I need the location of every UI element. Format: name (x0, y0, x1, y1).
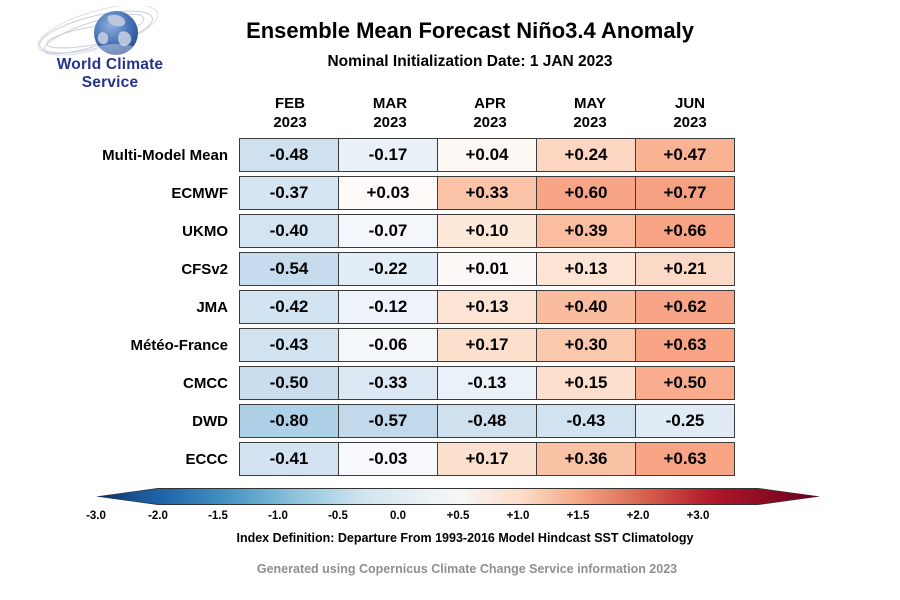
value-cell: -0.22 (338, 252, 438, 286)
value-cell: -0.33 (338, 366, 438, 400)
colorbar-gradient (96, 488, 820, 505)
value-cell: +0.77 (635, 176, 735, 210)
value-cell: +0.13 (437, 290, 537, 324)
value-cell: +0.01 (437, 252, 537, 286)
value-cell: -0.13 (437, 366, 537, 400)
colorbar-tick: -1.5 (208, 510, 228, 522)
index-definition-caption: Index Definition: Departure From 1993-20… (236, 531, 694, 545)
globe-icon (37, 4, 159, 56)
column-header-mar: MAR 2023 (372, 95, 408, 131)
value-cell: -0.07 (338, 214, 438, 248)
colorbar-tick: -2.0 (148, 510, 168, 522)
value-cell: -0.37 (239, 176, 339, 210)
value-cell: +0.47 (635, 138, 735, 172)
model-label: UKMO (182, 222, 228, 240)
value-cell: -0.48 (437, 404, 537, 438)
column-header-may: MAY 2023 (573, 95, 607, 131)
value-cell: +0.17 (437, 328, 537, 362)
value-cell: +0.17 (437, 442, 537, 476)
value-cell: +0.40 (536, 290, 636, 324)
value-cell: +0.30 (536, 328, 636, 362)
value-cell: -0.06 (338, 328, 438, 362)
colorbar: -3.0 -2.0 -1.5 -1.0 -0.5 0.0 +0.5 +1.0 +… (86, 488, 820, 530)
table-row-ecmwf: ECMWF -0.37 +0.03 +0.33 +0.60 +0.77 (30, 176, 740, 210)
page-subtitle: Nominal Initialization Date: 1 JAN 2023 (327, 53, 613, 70)
page-title: Ensemble Mean Forecast Niño3.4 Anomaly (246, 18, 694, 43)
value-cell: -0.43 (239, 328, 339, 362)
anomaly-table: Multi-Model Mean -0.48 -0.17 +0.04 +0.24… (30, 138, 740, 480)
table-row-multi-model-mean: Multi-Model Mean -0.48 -0.17 +0.04 +0.24… (30, 138, 740, 172)
value-cell: +0.03 (338, 176, 438, 210)
colorbar-tick: +1.5 (566, 510, 590, 522)
colorbar-tick: 0.0 (390, 510, 406, 522)
value-cell: +0.63 (635, 328, 735, 362)
value-cell: -0.43 (536, 404, 636, 438)
colorbar-tick: +1.0 (506, 510, 530, 522)
model-label: DWD (192, 412, 228, 430)
column-header-apr: APR 2023 (473, 95, 507, 131)
table-row-cfsv2: CFSv2 -0.54 -0.22 +0.01 +0.13 +0.21 (30, 252, 740, 286)
value-cell: -0.12 (338, 290, 438, 324)
model-label: CMCC (183, 374, 228, 392)
table-row-jma: JMA -0.42 -0.12 +0.13 +0.40 +0.62 (30, 290, 740, 324)
value-cell: +0.21 (635, 252, 735, 286)
value-cell: +0.63 (635, 442, 735, 476)
colorbar-tick: -3.0 (86, 510, 106, 522)
value-cell: +0.62 (635, 290, 735, 324)
model-label: Multi-Model Mean (102, 146, 228, 164)
title-band: Ensemble Mean Forecast Niño3.4 Anomaly N… (40, 18, 900, 71)
model-label: JMA (196, 298, 228, 316)
column-header-feb: FEB 2023 (273, 95, 307, 131)
table-row-dwd: DWD -0.80 -0.57 -0.48 -0.43 -0.25 (30, 404, 740, 438)
value-cell: +0.36 (536, 442, 636, 476)
value-cell: -0.80 (239, 404, 339, 438)
value-cell: -0.54 (239, 252, 339, 286)
table-row-ukmo: UKMO -0.40 -0.07 +0.10 +0.39 +0.66 (30, 214, 740, 248)
colorbar-tick: +2.0 (626, 510, 650, 522)
model-label: Météo-France (130, 336, 228, 354)
value-cell: +0.39 (536, 214, 636, 248)
logo-text: World Climate Service (56, 56, 164, 91)
value-cell: -0.57 (338, 404, 438, 438)
model-label: ECMWF (171, 184, 228, 202)
table-row-eccc: ECCC -0.41 -0.03 +0.17 +0.36 +0.63 (30, 442, 740, 476)
value-cell: -0.48 (239, 138, 339, 172)
value-cell: +0.60 (536, 176, 636, 210)
value-cell: -0.17 (338, 138, 438, 172)
colorbar-tick: +0.5 (446, 510, 470, 522)
column-headers: FEB 2023 MAR 2023 APR 2023 MAY 2023 JUN … (240, 94, 740, 132)
value-cell: -0.42 (239, 290, 339, 324)
colorbar-tick: +3.0 (686, 510, 710, 522)
value-cell: +0.13 (536, 252, 636, 286)
value-cell: -0.50 (239, 366, 339, 400)
model-label: CFSv2 (181, 260, 228, 278)
value-cell: +0.04 (437, 138, 537, 172)
value-cell: +0.33 (437, 176, 537, 210)
colorbar-tick: -1.0 (268, 510, 288, 522)
table-row-meteo-france: Météo-France -0.43 -0.06 +0.17 +0.30 +0.… (30, 328, 740, 362)
copernicus-credit: Generated using Copernicus Climate Chang… (256, 562, 678, 576)
colorbar-tick: -0.5 (328, 510, 348, 522)
value-cell: +0.66 (635, 214, 735, 248)
value-cell: -0.25 (635, 404, 735, 438)
value-cell: +0.10 (437, 214, 537, 248)
value-cell: +0.24 (536, 138, 636, 172)
value-cell: -0.03 (338, 442, 438, 476)
wcs-logo: World Climate Service (24, 4, 194, 91)
value-cell: +0.15 (536, 366, 636, 400)
model-label: ECCC (185, 450, 228, 468)
column-header-jun: JUN 2023 (673, 95, 707, 131)
table-row-cmcc: CMCC -0.50 -0.33 -0.13 +0.15 +0.50 (30, 366, 740, 400)
value-cell: -0.41 (239, 442, 339, 476)
value-cell: -0.40 (239, 214, 339, 248)
value-cell: +0.50 (635, 366, 735, 400)
